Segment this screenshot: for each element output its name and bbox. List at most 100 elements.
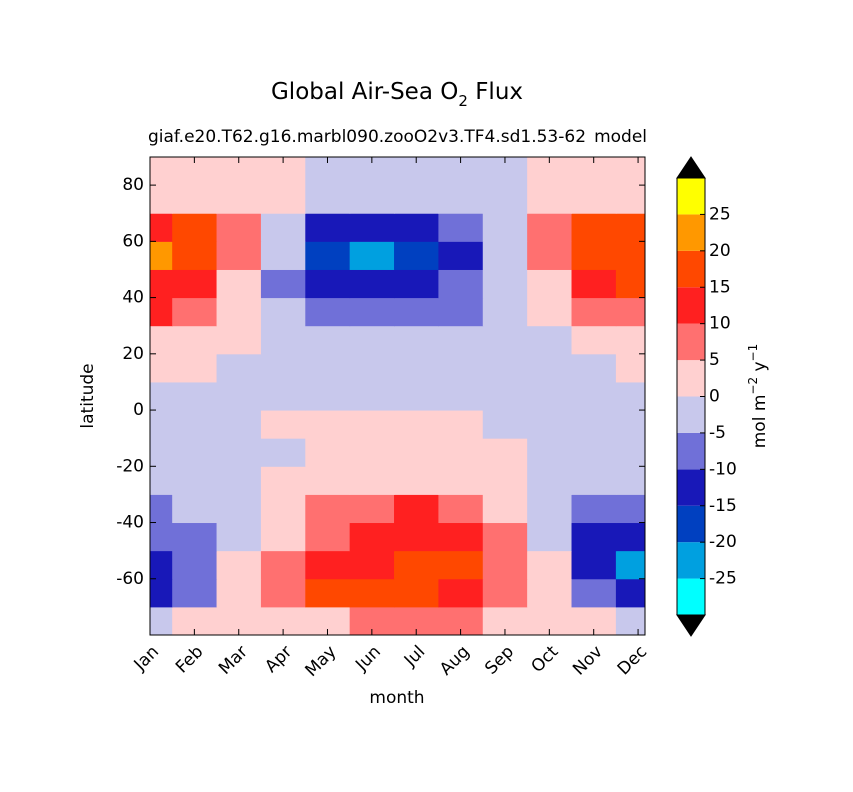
contour-cell [260, 381, 306, 411]
y-axis-label: latitude [78, 363, 98, 428]
contour-cell [260, 410, 306, 439]
contour-cell [216, 213, 262, 242]
contour-cell [305, 241, 351, 270]
contour-cell [438, 325, 484, 355]
contour-cell [571, 269, 617, 299]
title-part: Flux [468, 79, 523, 105]
contour-cell [394, 241, 439, 270]
colorbar-box [677, 505, 705, 543]
colorbar-box [677, 542, 705, 579]
contour-cell [527, 297, 573, 327]
contour-cell [571, 381, 617, 411]
x-tick-label: Oct [527, 642, 562, 677]
contour-cell [394, 438, 439, 467]
contour-cell [172, 269, 218, 299]
colorbar-tick-label: -15 [709, 496, 737, 516]
contour-cell [216, 353, 262, 383]
contour-cell [172, 297, 218, 327]
contour-cell [438, 297, 484, 327]
title-part: Global Air-Sea O [271, 79, 458, 105]
contour-cell [349, 269, 395, 299]
contour-cell [571, 522, 617, 552]
contour-cell [349, 494, 395, 524]
y-tick-label: -60 [116, 569, 144, 589]
colorbar-extend-bottom [676, 614, 706, 637]
contour-cell [438, 522, 484, 552]
contour-cell [216, 269, 262, 299]
contour-cell [438, 269, 484, 299]
colorbar-box [677, 578, 705, 615]
contour-cell [150, 157, 173, 186]
contour-cell [482, 185, 528, 214]
contour-cell [349, 185, 395, 214]
contour-cell [305, 185, 351, 214]
contour-cell [349, 438, 395, 467]
contour-cell [305, 438, 351, 467]
contour-cell [260, 213, 306, 242]
contour-cell [527, 353, 573, 383]
contour-cell [615, 325, 645, 355]
contour-cell [349, 353, 395, 383]
contour-cell [349, 297, 395, 327]
contour-cell [260, 353, 306, 383]
y-tick-label: 20 [122, 344, 144, 364]
contour-cell [216, 241, 262, 270]
contour-cell [172, 466, 218, 495]
contour-cell [527, 494, 573, 524]
contour-cell [172, 213, 218, 242]
colorbar-box [677, 469, 705, 506]
contour-cell [260, 578, 306, 608]
colorbar-box [677, 214, 705, 251]
subtitle-right: model [594, 127, 647, 147]
contour-cell [438, 213, 484, 242]
contour-cell [150, 213, 173, 242]
contour-cell [172, 381, 218, 411]
contour-cell [571, 297, 617, 327]
colorbar-box [677, 432, 705, 470]
colorbar-label-part: y [750, 361, 770, 376]
contour-cell [482, 269, 528, 299]
colorbar-extend-top [676, 156, 706, 179]
contour-cell [394, 522, 439, 552]
contour-cell [349, 213, 395, 242]
contour-cell [260, 241, 306, 270]
contour-cell [150, 578, 173, 608]
contour-cell [482, 353, 528, 383]
contour-cell [615, 606, 645, 635]
contour-cell [172, 241, 218, 270]
contour-cell [260, 438, 306, 467]
contour-cell [394, 213, 439, 242]
contour-cell [150, 353, 173, 383]
contour-cell [394, 466, 439, 495]
contour-cell [482, 550, 528, 580]
contour-cell [150, 297, 173, 327]
contour-cell [216, 578, 262, 608]
contour-cell [349, 381, 395, 411]
contour-cell [615, 241, 645, 270]
contour-cell [615, 297, 645, 327]
contour-cell [150, 325, 173, 355]
contour-cell [216, 438, 262, 467]
contour-cell [482, 410, 528, 439]
contour-cell [305, 494, 351, 524]
contour-cell [260, 185, 306, 214]
colorbar-label: mol m−2 y−1 [746, 344, 771, 449]
y-tick-label: 0 [133, 400, 144, 420]
contour-cell [305, 410, 351, 439]
contour-cell [150, 438, 173, 467]
contour-cell [482, 213, 528, 242]
x-tick-label: Dec [614, 642, 651, 679]
colorbar-tick-label: 5 [709, 350, 720, 370]
contour-cell [615, 381, 645, 411]
contour-cell [172, 185, 218, 214]
contour-cell [482, 466, 528, 495]
contour-cell [482, 438, 528, 467]
contour-cell [349, 410, 395, 439]
contour-cell [349, 466, 395, 495]
contour-cell [571, 578, 617, 608]
contour-cell [172, 438, 218, 467]
contour-cell [482, 522, 528, 552]
contour-cell [615, 269, 645, 299]
contour-cell [305, 578, 351, 608]
